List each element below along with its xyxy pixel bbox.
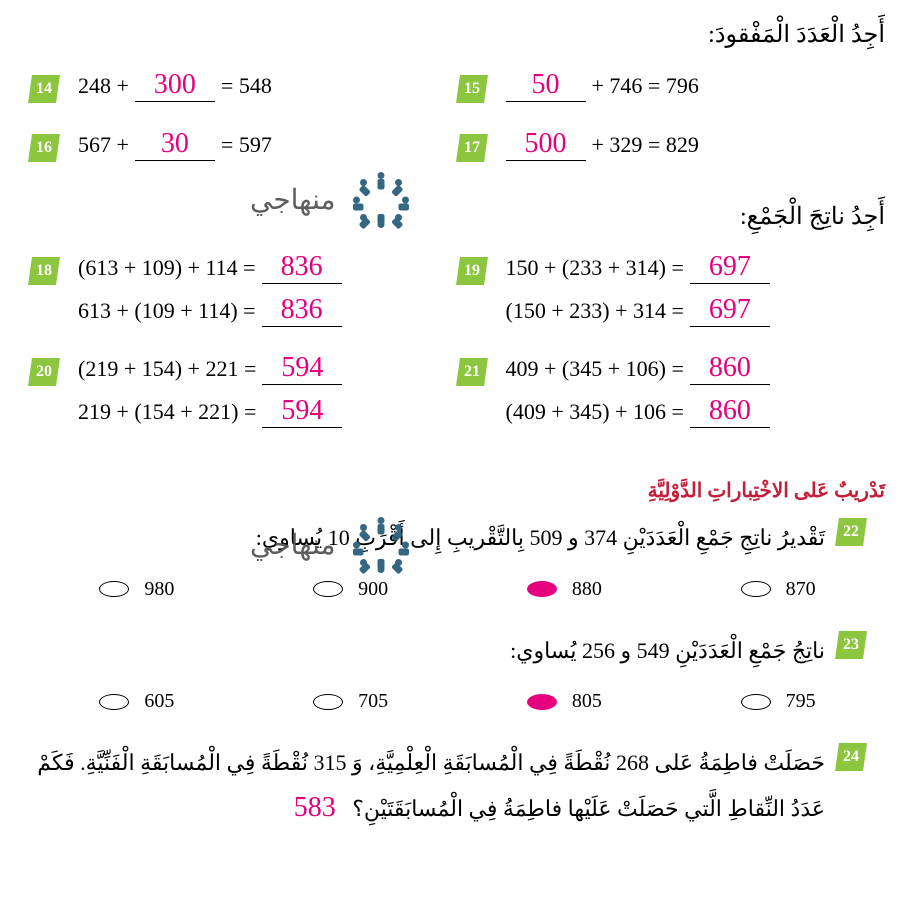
row-20-21: 20 (219 + 154) + 221 = 594 219 + (154 + … [30, 352, 885, 428]
row-18-19: 18 (613 + 109) + 114 = 836 613 + (109 + … [30, 251, 885, 327]
num-box-16: 16 [28, 134, 60, 162]
p15-answer: 50 [506, 69, 586, 102]
q22-text: تَقْديرُ ناتِجِ جَمْعِ الْعَدَدَيْنِ 374… [30, 518, 825, 558]
mc-23-opt-2[interactable]: 805 [527, 690, 602, 713]
problem-21: 21 409 + (345 + 106) = 860 (409 + 345) +… [458, 352, 886, 428]
num-box-23: 23 [835, 631, 867, 659]
num-box-24: 24 [835, 743, 867, 771]
problem-16: 16 567 + 30 = 597 [30, 128, 458, 162]
p14-lhs: 248 + [78, 73, 129, 99]
num-box-22: 22 [835, 518, 867, 546]
num-box-20: 20 [28, 358, 60, 386]
p20-l1-lhs: (219 + 154) + 221 = [78, 356, 256, 382]
section-title: تَدْريبٌ عَلى الاخْتِباراتِ الدَّوْلِيَّ… [30, 478, 885, 503]
num-box-14: 14 [28, 75, 60, 103]
q24-answer: 583 [294, 792, 336, 823]
mc-23-opt-0[interactable]: 605 [99, 690, 174, 713]
p18-l2-ans: 836 [262, 294, 342, 327]
problem-19: 19 150 + (233 + 314) = 697 (150 + 233) +… [458, 251, 886, 327]
question-24: 24 حَصَلَتْ فاطِمَةُ عَلى 268 نُقْطَةً ف… [30, 743, 885, 833]
p20-l1-ans: 594 [262, 352, 342, 385]
mc-22: 980 900 880 870 [30, 578, 885, 601]
p18-l1-ans: 836 [262, 251, 342, 284]
p15-rhs: + 746 = 796 [592, 73, 699, 99]
p21-l2-lhs: (409 + 345) + 106 = [506, 399, 684, 425]
p21-l1-lhs: 409 + (345 + 106) = [506, 356, 684, 382]
q23-text: ناتِجُ جَمْعِ الْعَدَدَيْنِ 549 و 256 يُ… [30, 631, 825, 671]
watermark-text-2: منهاجي [250, 528, 336, 562]
instruction-1: أَجِدُ الْعَدَدَ الْمَفْقودَ: [30, 20, 885, 49]
problem-15: 15 50 + 746 = 796 [458, 69, 886, 103]
problem-17: 17 500 + 329 = 829 [458, 128, 886, 162]
row-16-17: 16 567 + 30 = 597 17 500 + 329 = 829 [30, 128, 885, 162]
mc-22-opt-0[interactable]: 980 [99, 578, 174, 601]
question-22: 22 تَقْديرُ ناتِجِ جَمْعِ الْعَدَدَيْنِ … [30, 518, 885, 558]
p17-answer: 500 [506, 128, 586, 161]
p17-rhs: + 329 = 829 [592, 132, 699, 158]
num-box-18: 18 [28, 257, 60, 285]
question-23: 23 ناتِجُ جَمْعِ الْعَدَدَيْنِ 549 و 256… [30, 631, 885, 671]
people-circle-icon [346, 165, 416, 235]
watermark-1: منهاجي [250, 165, 416, 235]
p18-l1-lhs: (613 + 109) + 114 = [78, 255, 256, 281]
p19-l1-ans: 697 [690, 251, 770, 284]
row-14-15: 14 248 + 300 = 548 15 50 + 746 = 796 [30, 69, 885, 103]
problem-18: 18 (613 + 109) + 114 = 836 613 + (109 + … [30, 251, 458, 327]
mc-22-opt-2[interactable]: 880 [527, 578, 602, 601]
p16-rhs: = 597 [221, 132, 272, 158]
p19-l2-ans: 697 [690, 294, 770, 327]
num-box-15: 15 [456, 75, 488, 103]
p18-l2-lhs: 613 + (109 + 114) = [78, 298, 256, 324]
mc-22-opt-3[interactable]: 870 [741, 578, 816, 601]
p16-answer: 30 [135, 128, 215, 161]
watermark-2: منهاجي [250, 510, 416, 580]
p16-lhs: 567 + [78, 132, 129, 158]
p21-l1-ans: 860 [690, 352, 770, 385]
num-box-17: 17 [456, 134, 488, 162]
problem-20: 20 (219 + 154) + 221 = 594 219 + (154 + … [30, 352, 458, 428]
num-box-21: 21 [456, 358, 488, 386]
mc-22-opt-1[interactable]: 900 [313, 578, 388, 601]
p21-l2-ans: 860 [690, 395, 770, 428]
q24-text: حَصَلَتْ فاطِمَةُ عَلى 268 نُقْطَةً فِي … [30, 743, 825, 833]
mc-23: 605 705 805 795 [30, 690, 885, 713]
problem-14: 14 248 + 300 = 548 [30, 69, 458, 103]
p14-answer: 300 [135, 69, 215, 102]
p20-l2-lhs: 219 + (154 + 221) = [78, 399, 256, 425]
instruction-2: أَجِدُ ناتِجَ الْجَمْعِ: [30, 202, 885, 231]
watermark-text-1: منهاجي [250, 183, 336, 217]
p19-l1-lhs: 150 + (233 + 314) = [506, 255, 684, 281]
mc-23-opt-1[interactable]: 705 [313, 690, 388, 713]
mc-23-opt-3[interactable]: 795 [741, 690, 816, 713]
p14-rhs: = 548 [221, 73, 272, 99]
people-circle-icon [346, 510, 416, 580]
num-box-19: 19 [456, 257, 488, 285]
p20-l2-ans: 594 [262, 395, 342, 428]
p19-l2-lhs: (150 + 233) + 314 = [506, 298, 684, 324]
